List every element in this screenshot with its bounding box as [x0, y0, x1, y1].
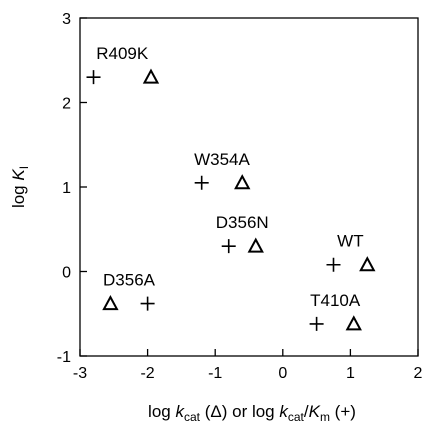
- x-tick-label: 2: [414, 365, 423, 382]
- triangle-point-r409k: [142, 68, 160, 84]
- x-tick-label: -1: [208, 365, 222, 382]
- triangle-point-t410a: [345, 315, 362, 331]
- point-label-r409k: R409K: [96, 44, 149, 63]
- point-label-w354a: W354A: [194, 150, 250, 169]
- x-tick-label: -3: [73, 365, 87, 382]
- y-tick-label: -1: [57, 349, 71, 366]
- triangle-point-d356a: [102, 295, 119, 311]
- plus-point-wt: [326, 257, 341, 272]
- point-label-t410a: T410A: [310, 291, 361, 310]
- plus-point-r409k: [86, 70, 101, 85]
- axis-ticks: -3 -2 -1 0 1 2 -1 0 1 2 3: [57, 11, 423, 382]
- triangle-point-d356n: [247, 237, 264, 253]
- x-tick-label: -2: [140, 365, 154, 382]
- data-marks: R409K W354A D356N WT D356A T410A: [86, 44, 376, 331]
- point-label-d356n: D356N: [216, 213, 269, 232]
- point-label-d356a: D356A: [103, 271, 156, 290]
- y-tick-label: 2: [62, 96, 71, 113]
- y-tick-label: 3: [62, 11, 71, 28]
- y-tick-label: 1: [62, 180, 71, 197]
- triangle-point-w354a: [234, 174, 251, 190]
- x-tick-label: 0: [278, 365, 287, 382]
- plus-point-d356n: [221, 239, 236, 254]
- y-axis-label: log KI: [9, 166, 31, 208]
- triangle-point-wt: [359, 256, 376, 272]
- plus-point-t410a: [309, 316, 324, 331]
- y-tick-label: 0: [62, 265, 71, 282]
- x-axis-label: log kcat (Δ) or log kcat/Km (+): [148, 402, 356, 424]
- x-tick-label: 1: [346, 365, 355, 382]
- plus-point-w354a: [194, 175, 209, 190]
- plus-point-d356a: [140, 296, 155, 311]
- point-label-wt: WT: [337, 232, 363, 251]
